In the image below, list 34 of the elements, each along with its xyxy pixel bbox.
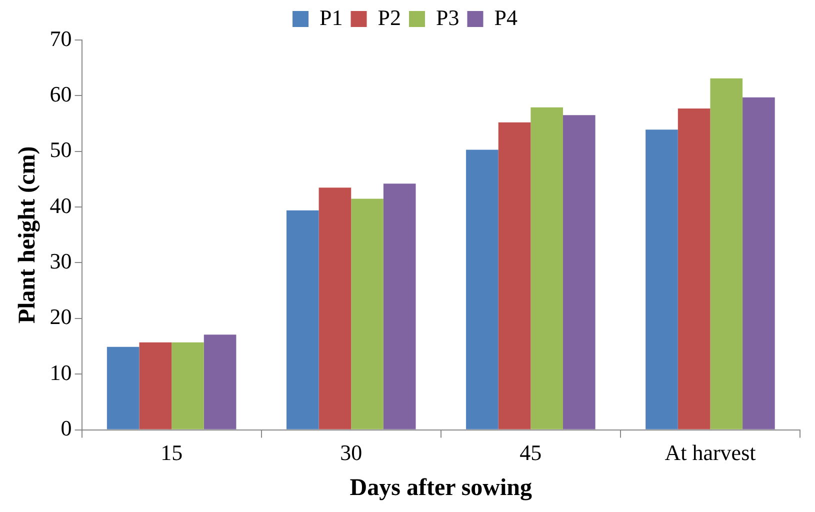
bar	[106, 346, 140, 430]
x-tick-label: 45	[520, 440, 542, 465]
legend-label: P2	[378, 4, 402, 30]
bar	[172, 342, 204, 430]
bar	[530, 107, 563, 430]
x-axis-title: Days after sowing	[350, 474, 532, 501]
y-tick-label: 70	[50, 26, 72, 51]
y-tick-label: 20	[50, 304, 72, 330]
x-tick-label: 30	[340, 440, 362, 465]
y-axis-title: Plant height (cm)	[14, 146, 41, 324]
bar	[678, 108, 710, 430]
bar	[383, 184, 416, 430]
y-tick-label: 40	[50, 192, 72, 218]
bar	[139, 342, 172, 430]
bar	[466, 150, 498, 430]
bar	[710, 78, 743, 430]
bar	[204, 334, 236, 430]
bar	[562, 115, 596, 430]
bar	[351, 198, 384, 430]
y-tick-label: 0	[60, 416, 72, 441]
x-tick-label: 15	[160, 440, 183, 465]
bar	[498, 122, 531, 430]
bar	[318, 188, 352, 430]
legend-label: P4	[494, 4, 518, 30]
y-tick-label: 30	[50, 248, 72, 274]
legend-label: P3	[436, 4, 460, 30]
y-tick-label: 60	[50, 81, 72, 106]
y-tick-label: 50	[50, 137, 72, 162]
bar	[286, 210, 319, 430]
legend-label: P1	[320, 4, 343, 30]
bar	[646, 130, 678, 430]
y-tick-label: 10	[50, 360, 72, 385]
bar	[742, 97, 775, 430]
x-tick-label: At harvest	[664, 440, 756, 465]
